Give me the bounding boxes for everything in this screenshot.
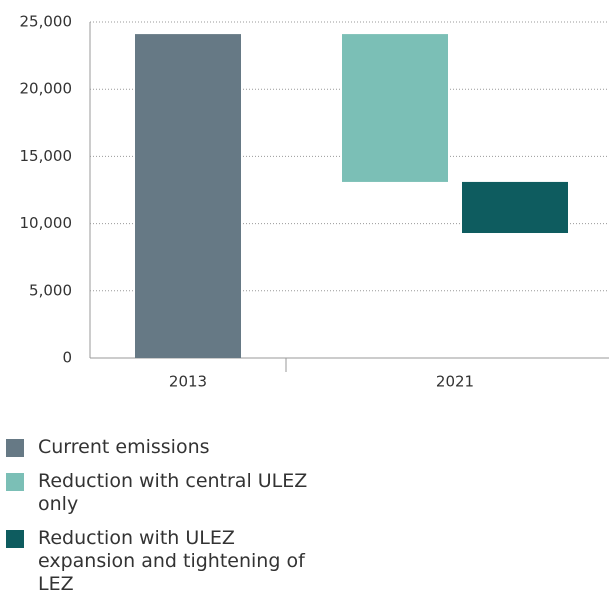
y-tick-label: 20,000 [20,80,73,98]
legend-swatch [6,473,24,491]
legend-item: Current emissions [6,436,336,459]
legend-item: Reduction with central ULEZ only [6,470,336,516]
bar [342,34,448,182]
bar [462,181,568,234]
legend-label: Current emissions [38,436,210,458]
legend-swatch [6,439,24,457]
page: 0 5,000 10,000 15,000 20,000 25,000 2013 2021 C… [6,12,609,595]
legend-item: Reduction with ULEZ expansion and tighte… [6,527,336,596]
chart: 0 5,000 10,000 15,000 20,000 25,000 2013 2021 [20,13,609,391]
y-tick-label: 25,000 [20,13,73,31]
legend: Current emissions Reduction with central … [6,436,336,607]
bar [135,34,241,358]
legend-swatch [6,530,24,548]
x-tick-label: 2013 [169,373,207,391]
y-tick-label: 10,000 [20,214,73,232]
y-tick-label: 0 [62,349,72,367]
y-tick-label: 5,000 [29,281,72,299]
legend-label: Reduction with central ULEZ only [38,470,308,515]
y-tick-label: 15,000 [20,147,73,165]
legend-label: Reduction with ULEZ expansion and tighte… [38,527,305,595]
x-tick-label: 2021 [436,373,474,391]
